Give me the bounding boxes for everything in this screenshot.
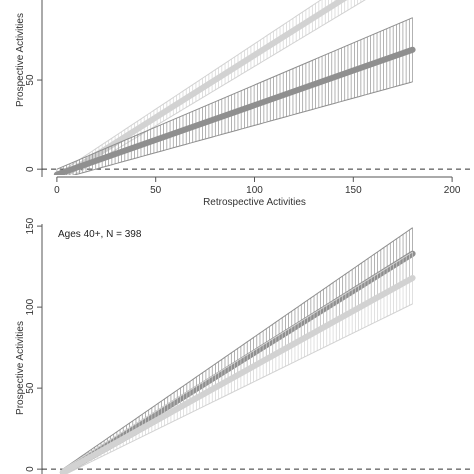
series-group-top [53, 0, 416, 175]
fit-line [59, 274, 416, 474]
ci-lower-bound [64, 303, 413, 474]
y-tick-label: 50 [25, 74, 36, 86]
x-tick-label: 100 [246, 185, 263, 196]
series-1 [53, 17, 416, 175]
y-tick-label: 0 [25, 466, 36, 472]
chart-panel-top: 0 50 100 0 50 100 150 200 Retrospective Activi… [15, 0, 470, 208]
panel-title-bottom: Ages 40+, N = 398 [58, 229, 142, 240]
x-tick-label: 0 [54, 185, 60, 196]
y-tick-label: 50 [25, 382, 36, 394]
x-axis-title-top: Retrospective Activities [203, 197, 306, 208]
y-axis-title-top: Prospective Activities [15, 13, 26, 107]
ci-lower-bound [72, 0, 366, 175]
x-ticks-top: 0 50 100 150 200 [54, 177, 461, 196]
series-group-bottom [59, 227, 416, 474]
y-tick-label: 0 [25, 166, 36, 172]
fit-line [58, 0, 348, 175]
ci-upper-bound [56, 17, 413, 170]
y-ticks-bottom: 0 50 100 150 [25, 217, 42, 472]
ci-upper-bound [62, 227, 413, 470]
y-tick-label: 150 [25, 217, 36, 234]
x-tick-label: 50 [150, 185, 162, 196]
ci-upper-bound [56, 0, 322, 175]
x-tick-label: 200 [444, 185, 461, 196]
chart-panel-bottom: 0 50 100 150 Ages 40+, N = 398 Prospective … [15, 217, 470, 474]
x-tick-label: 150 [345, 185, 362, 196]
series-clip [53, 0, 416, 175]
ci-lower-bound [72, 81, 413, 175]
fit-line [53, 46, 416, 175]
series-clip [59, 227, 416, 474]
y-axis-title-bottom: Prospective Activities [15, 321, 26, 415]
ci-upper-bound [62, 251, 413, 470]
series-0 [59, 251, 416, 474]
y-tick-label: 100 [25, 298, 36, 315]
